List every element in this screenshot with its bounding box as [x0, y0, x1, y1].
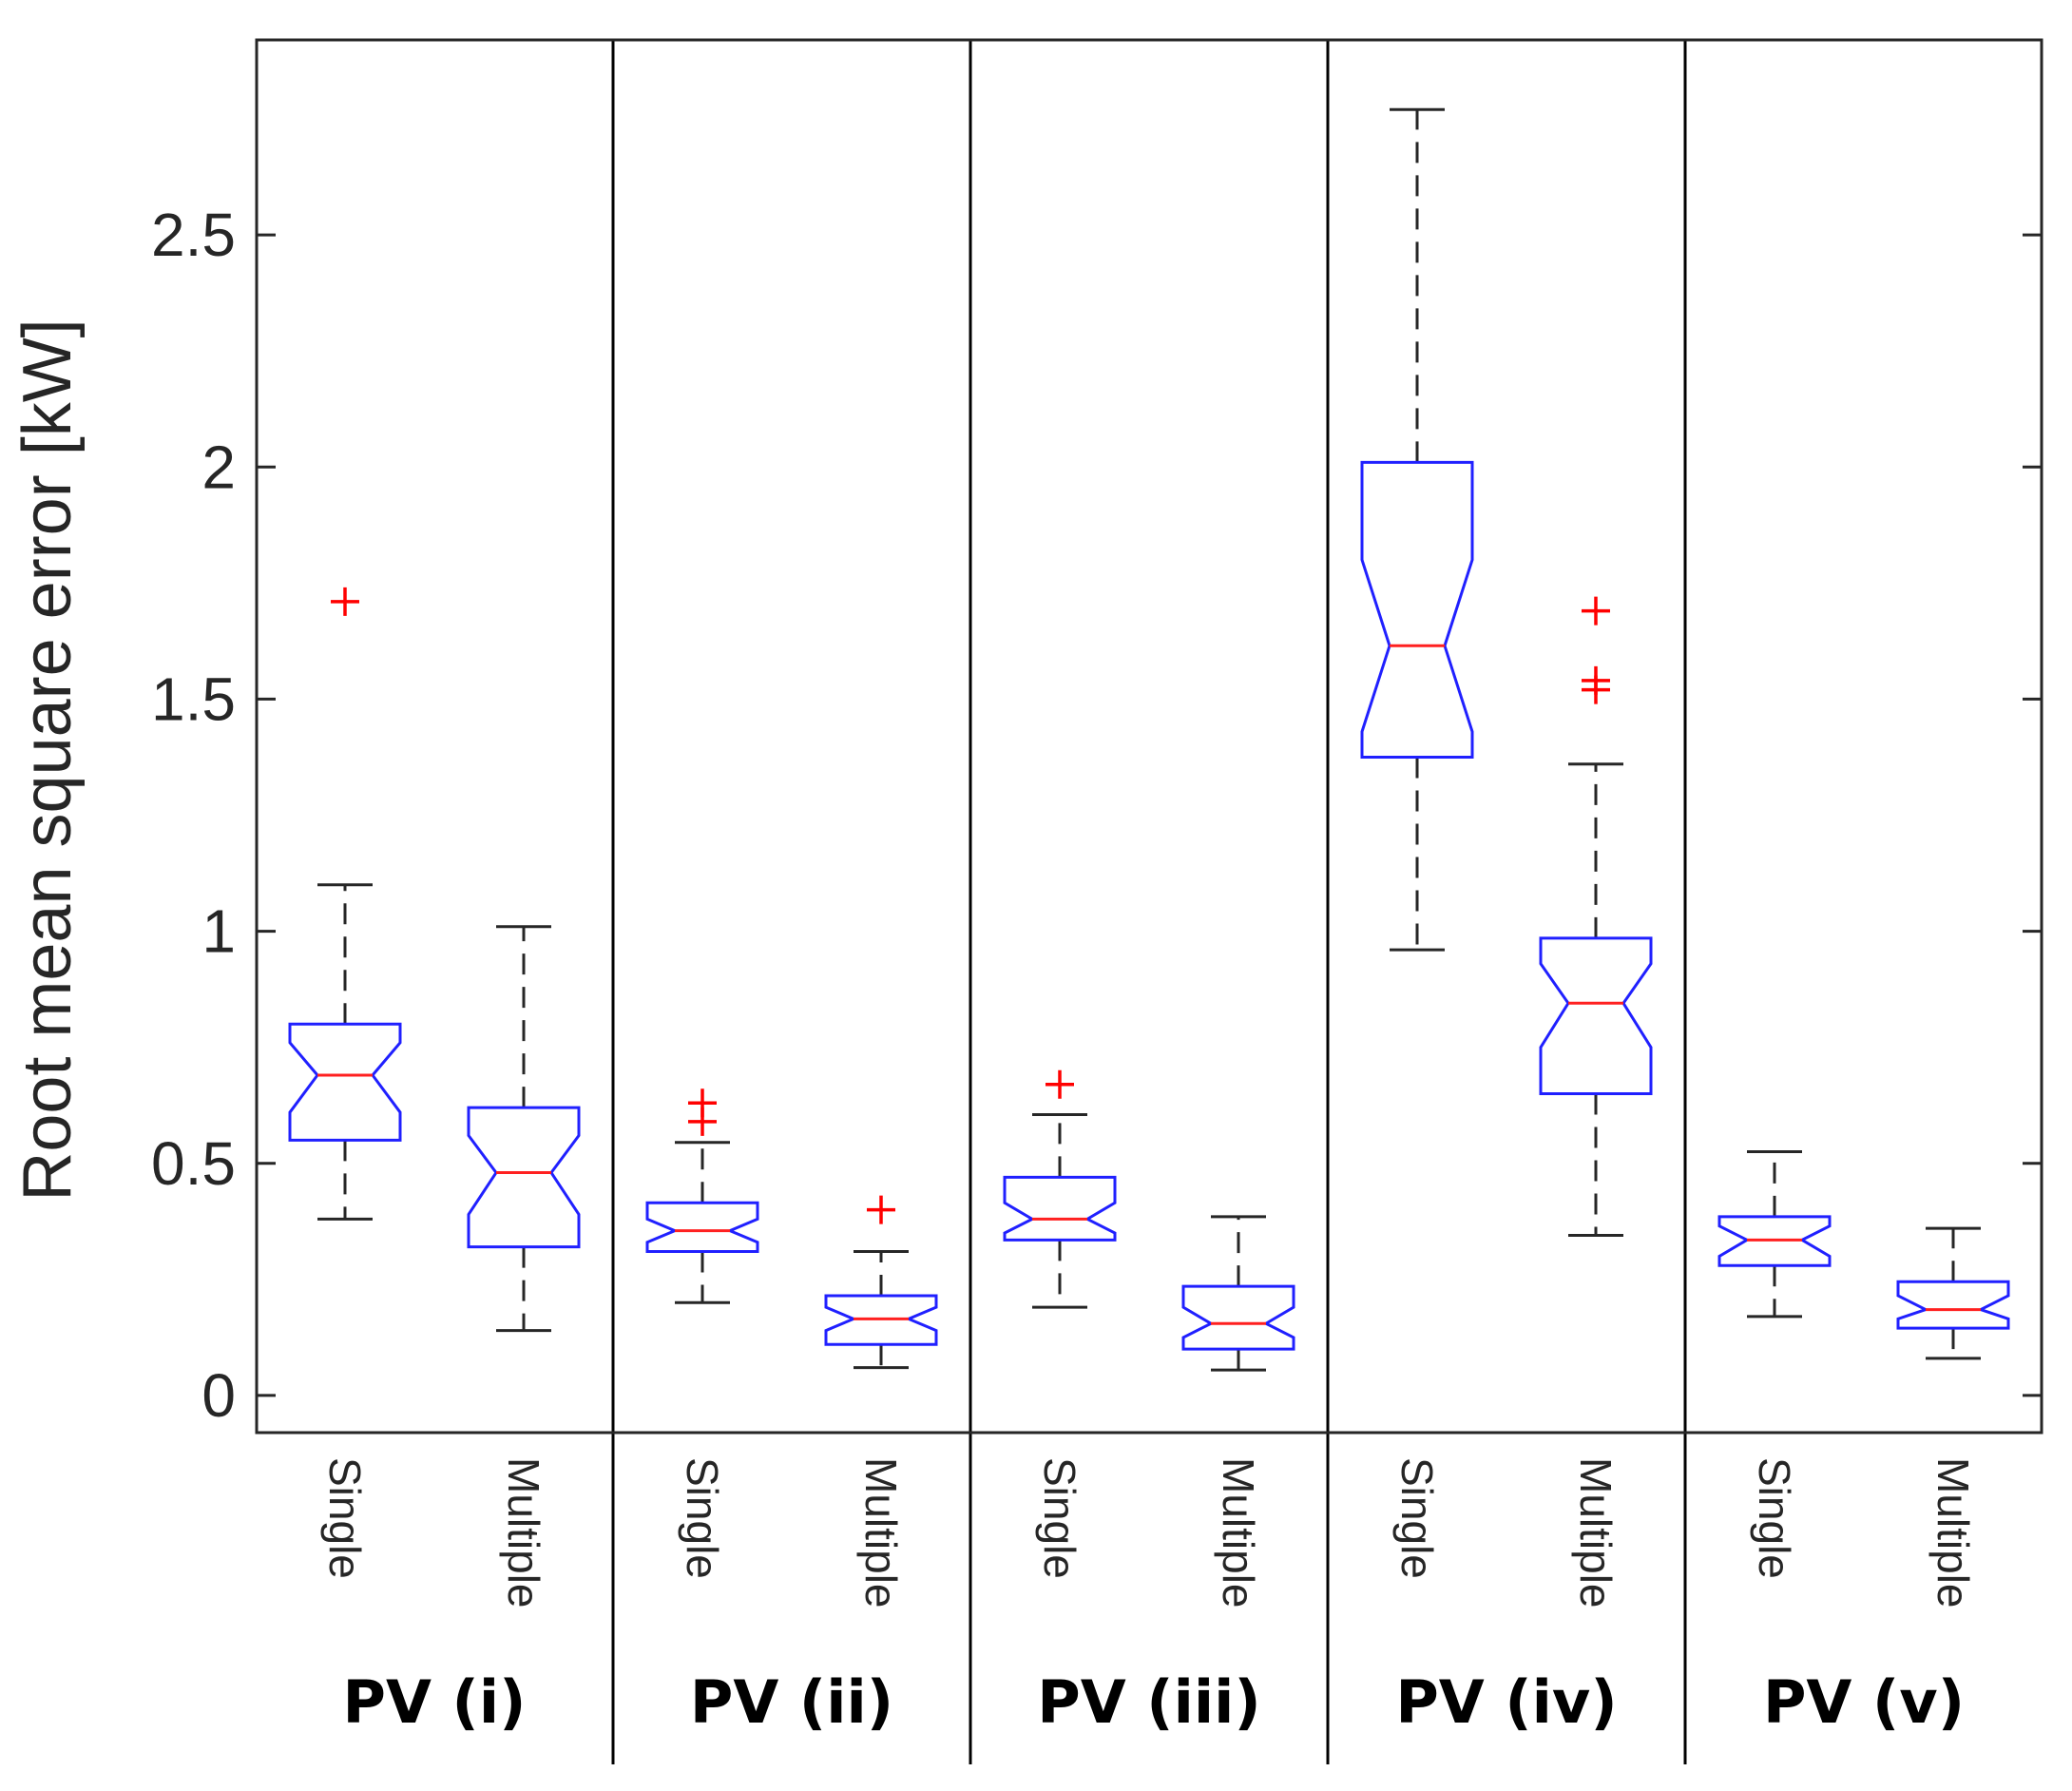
group-label: PV (v) — [1763, 1667, 1965, 1737]
y-tick-label: 1 — [201, 897, 236, 966]
category-label: Single — [1392, 1457, 1442, 1579]
group-label: PV (iii) — [1037, 1667, 1260, 1737]
notched-box — [1003, 1175, 1117, 1242]
notched-box — [824, 1294, 938, 1346]
y-tick-label: 2 — [201, 433, 236, 501]
group-label: PV (i) — [343, 1667, 527, 1737]
plot-frame — [255, 38, 2043, 1435]
y-tick-label: 2.5 — [151, 201, 236, 269]
outlier-marker — [1046, 1069, 1074, 1099]
notched-box — [467, 1106, 581, 1249]
y-axis-label: Root mean square error [kW] — [10, 318, 86, 1201]
notched-box — [1360, 460, 1474, 759]
category-label: Single — [678, 1457, 727, 1579]
group-label: PV (iv) — [1395, 1667, 1617, 1737]
y-tick-label: 0.5 — [151, 1129, 236, 1198]
outlier-marker — [867, 1195, 895, 1224]
category-label: Multiple — [856, 1457, 906, 1608]
category-label: Single — [1035, 1457, 1084, 1579]
category-label: Multiple — [1214, 1457, 1263, 1608]
outlier-marker — [331, 587, 359, 616]
category-label: Multiple — [1571, 1457, 1621, 1608]
y-tick-label: 0 — [201, 1361, 236, 1430]
group-label: PV (ii) — [690, 1667, 893, 1737]
y-tick-label: 1.5 — [151, 664, 236, 733]
notched-box — [1181, 1284, 1295, 1351]
category-label: Multiple — [1928, 1457, 1978, 1608]
outlier-marker — [688, 1088, 717, 1118]
notched-box — [288, 1022, 402, 1142]
category-label: Single — [320, 1457, 370, 1579]
category-label: Single — [1750, 1457, 1799, 1579]
notched-box — [1539, 936, 1653, 1096]
notched-box — [1896, 1280, 2010, 1330]
category-label: Multiple — [499, 1457, 548, 1608]
notched-box — [645, 1201, 759, 1254]
notched-box — [1717, 1215, 1832, 1267]
outlier-marker — [1582, 665, 1610, 695]
outlier-marker — [1582, 596, 1610, 626]
